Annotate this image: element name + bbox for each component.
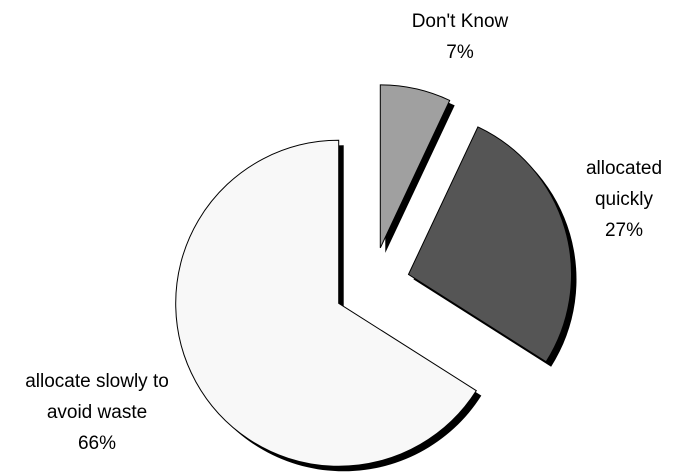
category-label: allocate slowly to avoid waste <box>25 371 169 423</box>
slice-label: Don't Know 7% <box>360 6 560 68</box>
value-label: 27% <box>604 220 644 241</box>
value-label: 7% <box>446 42 474 63</box>
value-label: 66% <box>77 433 117 454</box>
category-label: Don't Know <box>411 11 509 32</box>
category-label: allocated quickly <box>585 158 663 210</box>
slice-label: allocated quickly 27% <box>564 153 680 246</box>
pie-slice <box>379 84 451 249</box>
slices <box>175 84 572 467</box>
pie-slice <box>175 139 478 467</box>
slice-label: allocate slowly to avoid waste 66% <box>7 366 187 459</box>
pie-slice <box>407 126 572 363</box>
